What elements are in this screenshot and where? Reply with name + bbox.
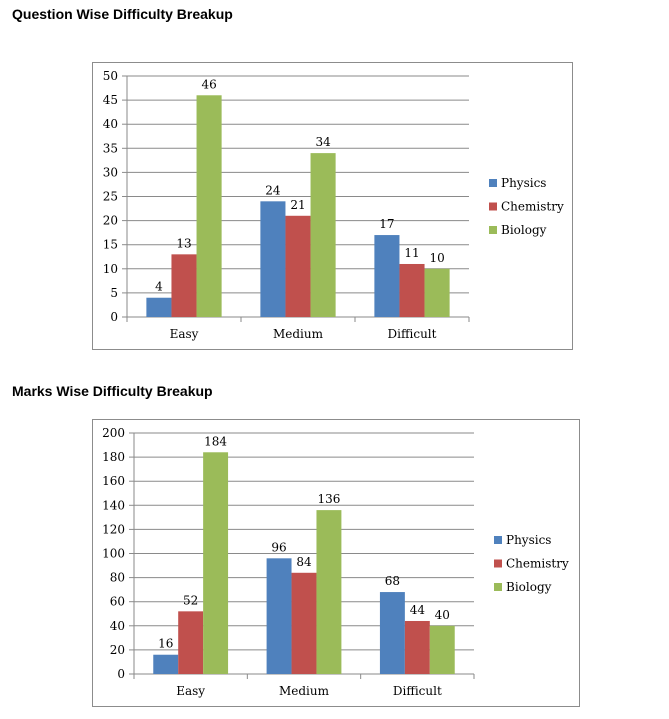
legend-swatch-physics (489, 179, 497, 187)
bar-biology (316, 510, 342, 674)
legend-label: Chemistry (501, 200, 564, 214)
data-label: 13 (176, 236, 191, 250)
x-category-label: Medium (273, 327, 324, 341)
bar-biology (196, 95, 222, 317)
data-label: 184 (204, 434, 227, 448)
y-tick-label: 45 (103, 93, 118, 107)
y-tick-label: 20 (103, 214, 118, 228)
data-label: 96 (271, 540, 286, 554)
legend-label: Physics (506, 533, 551, 547)
bar-biology (203, 452, 229, 674)
marks-wise-section-title: Marks Wise Difficulty Breakup (12, 383, 213, 399)
y-tick-label: 140 (102, 498, 125, 512)
question-wise-section-title: Question Wise Difficulty Breakup (12, 6, 233, 22)
bar-chemistry (291, 572, 317, 674)
y-tick-label: 30 (103, 165, 118, 179)
bar-physics (379, 592, 405, 674)
x-category-label: Difficult (388, 327, 437, 341)
y-tick-label: 80 (110, 571, 125, 585)
bar-physics (260, 201, 286, 317)
legend-swatch-chemistry (494, 559, 502, 568)
bar-chemistry (404, 620, 430, 674)
bar-chemistry (178, 611, 204, 674)
data-label: 136 (317, 492, 340, 506)
bar-biology (429, 625, 455, 674)
x-category-label: Difficult (393, 684, 442, 698)
y-tick-label: 60 (110, 595, 125, 609)
data-label: 44 (410, 603, 426, 617)
legend-swatch-physics (494, 536, 502, 544)
bar-physics (146, 297, 172, 317)
bar-biology (424, 268, 450, 317)
legend-swatch-biology (494, 583, 502, 591)
data-label: 4 (155, 280, 163, 294)
data-label: 16 (158, 637, 173, 651)
y-tick-label: 100 (102, 547, 125, 561)
x-category-label: Easy (170, 327, 199, 341)
y-tick-label: 10 (103, 262, 118, 276)
y-tick-label: 120 (102, 522, 125, 536)
y-tick-label: 50 (103, 69, 118, 83)
y-tick-label: 35 (103, 141, 118, 155)
legend-label: Biology (501, 223, 547, 237)
data-label: 52 (183, 593, 198, 607)
y-tick-label: 25 (103, 190, 118, 204)
bar-physics (153, 654, 179, 674)
x-category-label: Medium (279, 684, 330, 698)
y-tick-label: 0 (110, 310, 118, 324)
y-tick-label: 20 (110, 643, 125, 657)
data-label: 11 (404, 246, 419, 260)
data-label: 21 (290, 198, 305, 212)
y-tick-label: 0 (117, 667, 125, 681)
legend-label: Chemistry (506, 557, 569, 571)
bar-chemistry (171, 254, 197, 317)
y-tick-label: 160 (102, 474, 125, 488)
legend-swatch-biology (489, 226, 497, 234)
data-label: 34 (315, 135, 331, 149)
bar-chemistry (399, 263, 425, 317)
x-category-label: Easy (176, 684, 205, 698)
data-label: 10 (429, 251, 444, 265)
y-tick-label: 40 (110, 619, 125, 633)
y-tick-label: 180 (102, 450, 125, 464)
bar-physics (374, 235, 400, 317)
data-label: 40 (435, 608, 450, 622)
data-label: 46 (201, 77, 216, 91)
bar-physics (266, 558, 292, 674)
data-label: 84 (296, 555, 312, 569)
bar-chemistry (285, 215, 311, 317)
data-label: 68 (385, 574, 400, 588)
data-label: 24 (265, 183, 281, 197)
y-tick-label: 15 (103, 238, 118, 252)
legend-swatch-chemistry (489, 202, 497, 211)
y-tick-label: 5 (110, 286, 118, 300)
bar-biology (310, 153, 336, 317)
y-tick-label: 40 (103, 117, 118, 131)
legend-label: Physics (501, 176, 546, 190)
legend-label: Biology (506, 580, 552, 594)
data-label: 17 (379, 217, 394, 231)
y-tick-label: 200 (102, 426, 125, 440)
